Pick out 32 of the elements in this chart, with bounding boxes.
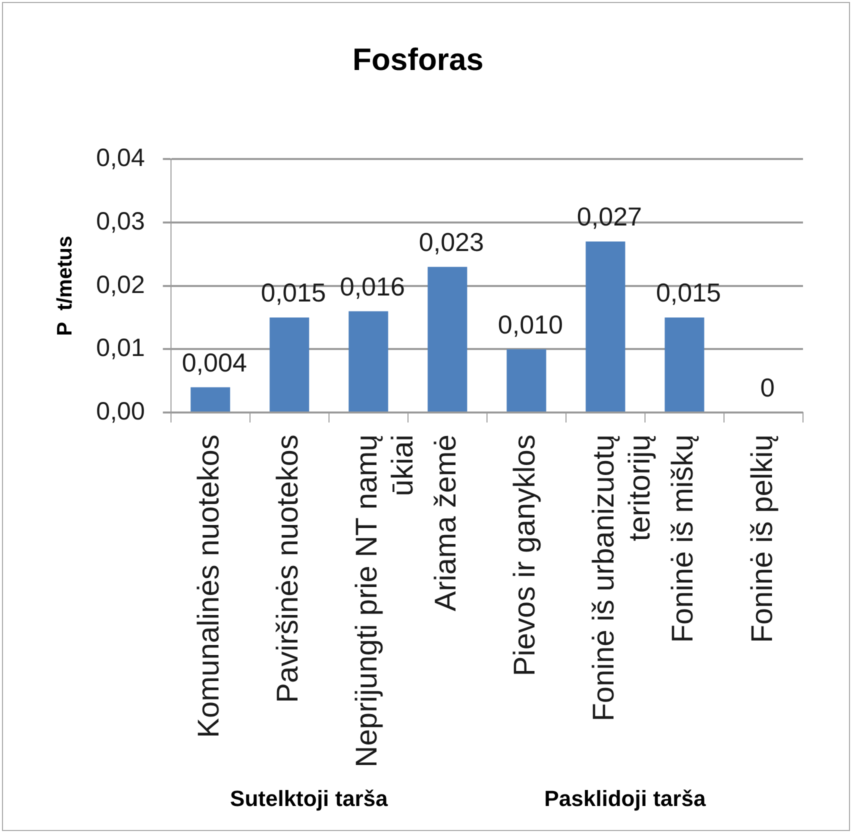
bar xyxy=(190,387,230,412)
x-tick-label: Neprijungti prie NT namų ūkiai xyxy=(350,434,420,768)
bar xyxy=(270,318,310,412)
y-axis-title: P t/metus xyxy=(53,236,76,336)
y-tick-label: 0,03 xyxy=(96,207,145,236)
x-tick-label: Pievos ir ganyklos xyxy=(508,434,542,676)
x-tick-label: Ariama žemė xyxy=(430,434,463,612)
data-label: 0,010 xyxy=(498,309,563,340)
bar xyxy=(348,311,388,412)
y-tick-label: 0,02 xyxy=(96,270,145,299)
x-tick-label: Foninė iš urbanizuotų teritorijų xyxy=(588,434,657,722)
bar xyxy=(428,266,468,412)
bar xyxy=(586,242,626,412)
x-tick-label: Paviršinės nuotekos xyxy=(272,434,305,704)
data-label: 0,027 xyxy=(576,202,642,232)
text: Sutelktoji tarša xyxy=(230,786,389,812)
data-label: 0,015 xyxy=(656,278,722,308)
y-tick-label: 0,00 xyxy=(96,397,145,426)
chart-title: Fosforas xyxy=(352,42,484,78)
text: Pasklidoji tarša xyxy=(544,786,706,812)
x-tick-label: Foninė iš miškų xyxy=(666,434,700,643)
data-label: 0 xyxy=(760,372,775,403)
x-tick-label: Foninė iš pelkių xyxy=(746,434,779,643)
data-label: 0,015 xyxy=(260,278,326,308)
bar xyxy=(506,349,546,412)
data-label: 0,023 xyxy=(418,227,484,258)
data-label: 0,016 xyxy=(340,271,405,302)
data-label: 0,004 xyxy=(182,347,247,378)
y-tick-label: 0,01 xyxy=(96,334,145,362)
x-tick-label: Komunalinės nuotekos xyxy=(192,434,226,738)
y-tick-label: 0,04 xyxy=(96,144,145,172)
bar xyxy=(664,318,704,412)
